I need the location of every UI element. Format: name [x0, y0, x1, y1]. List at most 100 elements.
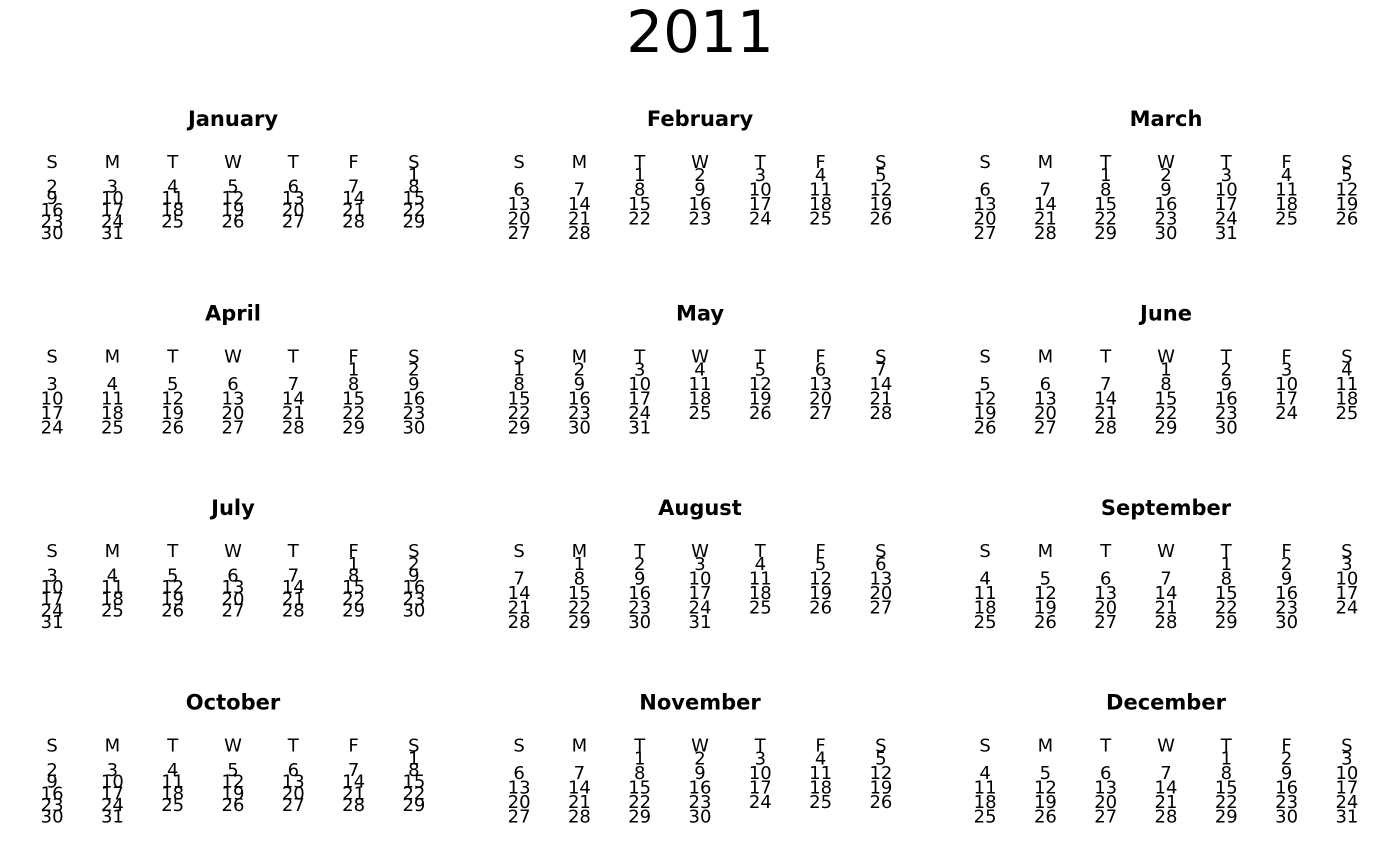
day-number: 20 [222, 589, 245, 610]
day-number: 1 [348, 360, 359, 381]
weekday-header: S [1341, 736, 1352, 757]
day-number: 28 [568, 223, 591, 244]
day-number: 25 [101, 418, 124, 439]
day-number: 25 [161, 211, 184, 232]
day-number: 5 [1040, 763, 1051, 784]
day-number: 12 [1034, 583, 1057, 604]
day-number: 26 [161, 600, 184, 621]
weekday-header: F [348, 736, 358, 757]
day-number: 10 [101, 772, 124, 793]
day-number: 18 [101, 403, 124, 424]
day-number: 5 [227, 760, 238, 781]
day-number: 31 [101, 223, 124, 244]
day-number: 12 [749, 374, 772, 395]
day-number: 10 [101, 188, 124, 209]
day-number: 9 [694, 180, 705, 201]
day-number: 17 [749, 194, 772, 215]
day-number: 14 [342, 772, 365, 793]
day-number: 15 [1215, 583, 1238, 604]
month-title: December [1106, 691, 1227, 715]
weekday-header: F [348, 152, 358, 173]
day-number: 16 [689, 194, 712, 215]
day-number: 22 [568, 598, 591, 619]
day-number: 1 [1100, 165, 1111, 186]
day-number: 11 [749, 569, 772, 590]
day-number: 7 [574, 180, 585, 201]
day-number: 26 [974, 418, 997, 439]
day-number: 6 [227, 374, 238, 395]
day-number: 5 [875, 749, 886, 770]
weekday-header: T [1099, 347, 1112, 368]
day-number: 12 [161, 577, 184, 598]
day-number: 5 [875, 165, 886, 186]
day-number: 10 [749, 180, 772, 201]
day-number: 19 [161, 589, 184, 610]
weekday-header: F [348, 347, 358, 368]
month-title: June [1138, 302, 1192, 326]
day-number: 19 [869, 194, 892, 215]
day-number: 25 [809, 209, 832, 230]
weekday-header: M [572, 152, 588, 173]
day-number: 19 [161, 403, 184, 424]
day-number: 3 [107, 177, 118, 198]
day-number: 4 [1341, 360, 1352, 381]
day-number: 11 [689, 374, 712, 395]
weekday-header: W [1157, 152, 1175, 173]
day-number: 25 [974, 807, 997, 828]
day-number: 9 [574, 374, 585, 395]
day-number: 10 [1275, 374, 1298, 395]
day-number: 24 [101, 211, 124, 232]
day-number: 22 [628, 209, 651, 230]
day-number: 17 [1275, 389, 1298, 410]
day-number: 23 [402, 403, 425, 424]
weekday-header: T [1220, 541, 1233, 562]
day-number: 16 [402, 577, 425, 598]
day-number: 15 [342, 577, 365, 598]
day-number: 1 [1221, 554, 1232, 575]
weekday-header: W [691, 541, 709, 562]
day-number: 9 [46, 188, 57, 209]
day-number: 18 [101, 589, 124, 610]
day-number: 29 [402, 795, 425, 816]
weekday-header: T [633, 541, 646, 562]
day-number: 17 [1335, 778, 1358, 799]
day-number: 8 [1221, 763, 1232, 784]
day-number: 27 [222, 418, 245, 439]
weekday-header: F [1281, 152, 1291, 173]
day-number: 27 [508, 807, 531, 828]
day-number: 14 [568, 778, 591, 799]
weekday-header: T [166, 152, 179, 173]
day-number: 17 [101, 783, 124, 804]
day-number: 12 [222, 188, 245, 209]
day-number: 7 [288, 566, 299, 587]
weekday-header: T [633, 736, 646, 757]
weekday-header: T [754, 347, 767, 368]
day-number: 30 [41, 807, 64, 828]
day-number: 15 [1094, 194, 1117, 215]
weekday-header: S [875, 152, 886, 173]
weekday-header: S [46, 541, 57, 562]
day-number: 9 [1221, 374, 1232, 395]
day-number: 16 [1275, 778, 1298, 799]
day-number: 14 [282, 577, 305, 598]
day-number: 3 [1221, 165, 1232, 186]
day-number: 16 [41, 783, 64, 804]
weekday-header: S [875, 541, 886, 562]
weekday-header: S [513, 736, 524, 757]
day-number: 23 [1215, 403, 1238, 424]
weekday-header: W [1157, 541, 1175, 562]
day-number: 28 [568, 807, 591, 828]
day-number: 10 [1215, 180, 1238, 201]
day-number: 11 [161, 188, 184, 209]
day-number: 7 [1160, 763, 1171, 784]
weekday-header: F [1281, 541, 1291, 562]
day-number: 29 [1155, 418, 1178, 439]
day-number: 27 [974, 223, 997, 244]
day-number: 13 [1094, 583, 1117, 604]
day-number: 14 [1155, 583, 1178, 604]
day-number: 25 [1335, 403, 1358, 424]
day-number: 1 [1160, 360, 1171, 381]
day-number: 7 [513, 569, 524, 590]
day-number: 16 [1155, 194, 1178, 215]
day-number: 28 [342, 795, 365, 816]
